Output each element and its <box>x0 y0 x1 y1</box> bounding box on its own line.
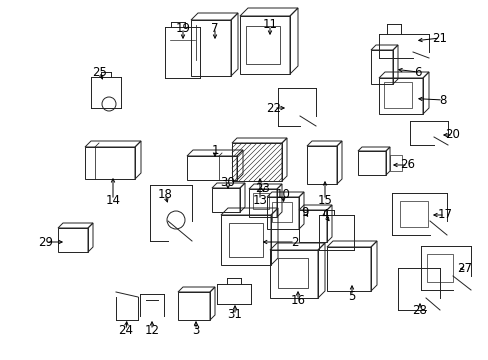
Text: 26: 26 <box>400 158 415 171</box>
Text: 10: 10 <box>275 189 290 202</box>
Text: 13: 13 <box>252 194 267 207</box>
Text: 24: 24 <box>118 324 133 337</box>
Text: 16: 16 <box>290 293 305 306</box>
Text: 6: 6 <box>413 66 421 78</box>
Text: 28: 28 <box>412 303 427 316</box>
Text: 19: 19 <box>175 22 190 35</box>
Text: 14: 14 <box>105 194 120 207</box>
Text: 25: 25 <box>92 66 107 78</box>
Text: 3: 3 <box>192 324 199 337</box>
Text: 22: 22 <box>266 102 281 114</box>
Text: 20: 20 <box>445 129 460 141</box>
Text: 21: 21 <box>431 31 447 45</box>
Text: 23: 23 <box>255 181 270 194</box>
Text: 12: 12 <box>144 324 159 337</box>
Text: 30: 30 <box>220 176 235 189</box>
Text: 17: 17 <box>437 208 451 221</box>
Text: 18: 18 <box>157 189 172 202</box>
Text: 15: 15 <box>317 194 332 207</box>
Text: 1: 1 <box>211 144 218 157</box>
Text: 11: 11 <box>262 18 277 31</box>
Text: 7: 7 <box>211 22 218 35</box>
Text: 27: 27 <box>457 261 471 274</box>
Text: 4: 4 <box>321 208 328 221</box>
Text: 29: 29 <box>39 235 53 248</box>
Text: 8: 8 <box>438 94 446 107</box>
Text: 31: 31 <box>227 309 242 321</box>
Text: 9: 9 <box>301 206 308 219</box>
Text: 2: 2 <box>291 235 298 248</box>
Text: 5: 5 <box>347 289 355 302</box>
